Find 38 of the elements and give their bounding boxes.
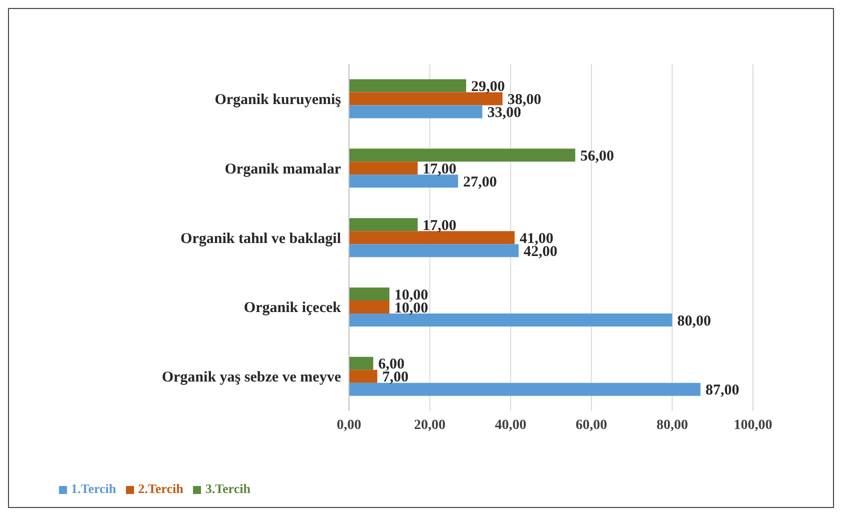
x-tick-label: 0,00 (336, 418, 362, 433)
bar (349, 162, 418, 175)
bar (349, 92, 503, 106)
data-label: 41,00 (520, 230, 554, 247)
bar (349, 370, 378, 383)
data-label: 87,00 (705, 382, 740, 399)
x-tick-label: 20,00 (414, 418, 446, 433)
bar (349, 174, 458, 188)
bar (349, 218, 418, 232)
x-tick-label: 40,00 (494, 418, 526, 433)
bar (349, 313, 672, 326)
bar (349, 105, 482, 118)
data-label: 80,00 (677, 313, 711, 330)
y-tick-label: Organik kuruyemiş (214, 92, 342, 108)
bar (349, 356, 374, 370)
data-label: 17,00 (422, 218, 456, 234)
bar (349, 148, 576, 162)
x-tick-label: 80,00 (656, 418, 688, 433)
bar (349, 300, 390, 314)
y-tick-label: Organik mamalar (224, 161, 342, 178)
bar (349, 244, 519, 258)
legend-label: 2.Tercih (138, 481, 184, 496)
data-label: 29,00 (471, 79, 505, 96)
x-tick-label: 60,00 (576, 418, 608, 433)
data-label: 27,00 (463, 174, 497, 190)
y-tick-label: Organik yaş sebze ve meyve (162, 370, 342, 386)
bar (349, 79, 466, 92)
data-label: 56,00 (580, 148, 614, 164)
data-label: 17,00 (422, 161, 456, 178)
legend-label: 1.Tercih (71, 481, 116, 496)
legend-label: 3.Tercih (205, 481, 250, 496)
bar (349, 382, 700, 396)
x-tick-label: 100,00 (734, 418, 772, 433)
y-tick-label: Organik içecek (244, 300, 342, 316)
y-tick-label: Organik tahıl ve baklagil (180, 230, 341, 247)
bar (349, 231, 515, 244)
bar (349, 287, 390, 300)
data-label: 10,00 (394, 287, 428, 304)
